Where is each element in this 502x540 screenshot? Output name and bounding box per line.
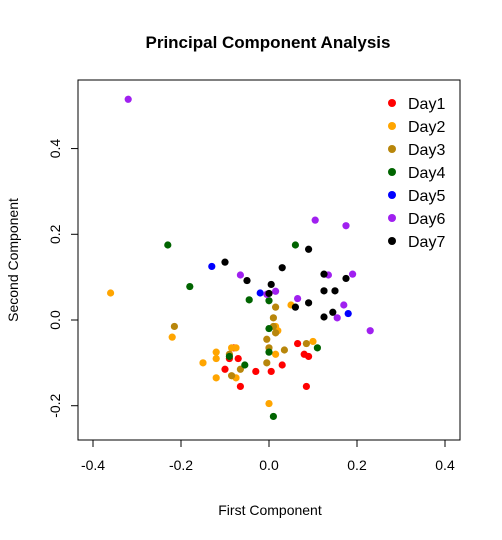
point-day7 <box>265 289 273 298</box>
point-day7 <box>267 280 275 289</box>
point-day4 <box>225 352 233 361</box>
point-day4 <box>241 361 249 369</box>
point-day7 <box>278 264 286 272</box>
y-tick-label: 0.2 <box>47 224 63 244</box>
legend-label-day7: Day7 <box>408 234 445 251</box>
point-day3 <box>263 359 271 367</box>
point-day1 <box>234 354 242 363</box>
x-tick-label: 0.4 <box>435 457 455 473</box>
legend-marker-day1 <box>388 99 396 107</box>
x-tick-label: 0.2 <box>347 457 367 473</box>
point-day3 <box>302 339 310 348</box>
point-day4 <box>265 324 273 333</box>
legend-marker-day5 <box>388 191 396 199</box>
point-day3 <box>269 314 277 322</box>
point-day7 <box>221 258 229 266</box>
point-day6 <box>333 314 341 322</box>
point-day1 <box>305 352 313 361</box>
point-day5 <box>256 289 264 297</box>
point-day5 <box>344 309 352 318</box>
point-day2 <box>168 333 176 341</box>
point-day7 <box>320 313 328 321</box>
point-day4 <box>164 241 172 249</box>
point-day2 <box>232 344 240 352</box>
legend-label-day2: Day2 <box>408 119 445 136</box>
point-day6 <box>124 95 132 103</box>
point-day7 <box>331 287 339 295</box>
point-day3 <box>272 329 280 337</box>
legend-marker-day2 <box>388 122 396 130</box>
point-day3 <box>272 303 280 311</box>
x-tick-label: 0.0 <box>259 457 279 473</box>
y-tick-label: -0.2 <box>47 393 63 417</box>
point-day1 <box>221 365 229 373</box>
point-day4 <box>269 412 277 421</box>
point-day2 <box>199 359 207 367</box>
point-day3 <box>170 322 178 331</box>
point-day6 <box>294 294 302 303</box>
legend-label-day6: Day6 <box>408 211 445 228</box>
point-day7 <box>305 299 313 307</box>
point-day7 <box>305 245 313 253</box>
y-axis: -0.2 0.0 0.2 0.4 <box>47 139 78 418</box>
point-day7 <box>320 287 328 295</box>
point-day7 <box>329 308 337 316</box>
point-day1 <box>252 367 260 376</box>
legend-label-day4: Day4 <box>408 165 445 182</box>
legend-marker-day3 <box>388 145 396 153</box>
point-day6 <box>349 270 357 278</box>
point-day1 <box>294 339 302 348</box>
y-tick-label: 0.4 <box>47 139 63 159</box>
legend-marker-day6 <box>388 214 396 222</box>
point-day4 <box>245 296 253 304</box>
point-day3 <box>280 346 288 354</box>
point-day6 <box>311 216 319 224</box>
point-day7 <box>320 270 328 278</box>
point-day4 <box>265 348 273 356</box>
y-tick-label: 0.0 <box>47 310 63 330</box>
plot-frame <box>77 79 461 441</box>
point-day1 <box>267 367 275 376</box>
data-points <box>107 95 374 421</box>
x-axis-label: First Component <box>218 502 322 518</box>
point-day2 <box>272 350 280 358</box>
point-day2 <box>309 337 317 346</box>
chart-title: Principal Component Analysis <box>146 33 391 52</box>
legend-label-day1: Day1 <box>408 96 445 113</box>
point-day4 <box>186 282 194 291</box>
point-day2 <box>107 289 115 297</box>
point-day5 <box>208 262 216 271</box>
point-day6 <box>236 271 244 279</box>
x-tick-label: -0.4 <box>81 457 105 473</box>
legend-marker-day4 <box>388 168 396 176</box>
point-day1 <box>278 361 286 369</box>
y-axis-label: Second Component <box>5 198 21 322</box>
point-day6 <box>272 287 280 295</box>
point-day4 <box>291 241 299 249</box>
legend: Day1 Day2 Day3 Day4 Day5 Day6 Day7 <box>388 96 445 251</box>
legend-label-day5: Day5 <box>408 188 445 205</box>
point-day1 <box>236 382 244 391</box>
legend-label-day3: Day3 <box>408 142 445 159</box>
point-day2 <box>212 348 220 356</box>
point-day1 <box>302 382 310 391</box>
point-day6 <box>340 301 348 309</box>
point-day7 <box>243 276 251 285</box>
point-day4 <box>313 344 321 352</box>
point-day7 <box>342 274 350 283</box>
x-axis: -0.4 -0.2 0.0 0.2 0.4 <box>81 440 455 473</box>
point-day3 <box>263 335 271 343</box>
point-day3 <box>228 372 236 380</box>
point-day2 <box>212 374 220 382</box>
point-day4 <box>265 297 273 305</box>
point-day7 <box>291 303 299 311</box>
point-day2 <box>265 399 273 408</box>
point-day6 <box>342 222 350 230</box>
x-tick-label: -0.2 <box>169 457 193 473</box>
legend-marker-day7 <box>388 237 396 245</box>
point-day6 <box>366 327 374 335</box>
point-day2 <box>212 354 220 363</box>
